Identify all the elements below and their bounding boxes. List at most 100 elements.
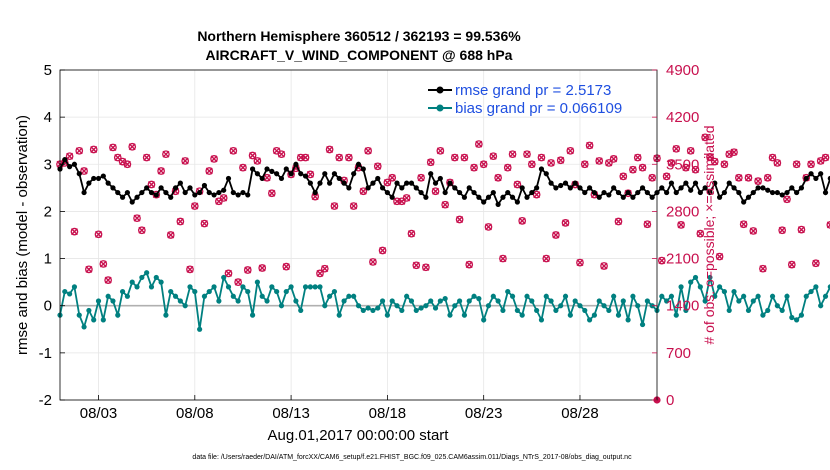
bias-point [803,293,809,299]
rmse-point [245,192,251,198]
bias-point [235,298,241,304]
bias-point [716,284,723,290]
obs-count-point [763,173,772,182]
obs-count-point [142,153,151,162]
bias-point [697,284,703,290]
rmse-point [95,175,102,182]
bias-point [351,293,357,299]
bias-point [197,326,203,332]
y-right-tick-label: 1400 [666,298,699,315]
obs-count-point [181,157,190,165]
bias-point [745,307,752,314]
rmse-point [283,166,289,172]
rmse-point [760,185,766,191]
bias-point [163,312,169,318]
bias-point [659,293,665,299]
bias-point [341,298,347,304]
obs-count-point [345,153,353,162]
bias-point [485,303,492,309]
rmse-point [124,189,131,196]
bias-point [254,279,260,285]
rmse-point [158,185,164,191]
rmse-point [192,192,198,198]
obs-count-point [759,264,767,273]
rmse-point [144,185,150,191]
rmse-point [741,199,747,205]
rmse-point [495,201,501,207]
bias-point [505,288,511,295]
bias-point [172,293,179,299]
rmse-point [543,171,549,177]
rmse-point [476,194,482,200]
x-tick-label: 08/13 [272,405,310,422]
rmse-point [240,189,246,196]
rmse-point [673,189,679,196]
bias-point [635,303,641,309]
bias-point [91,317,97,323]
y-tick-label: 3 [44,156,52,173]
obs-count-point [667,159,676,167]
rmse-point [442,189,448,196]
obs-count-point [739,220,748,229]
bias-point [822,293,829,299]
y-right-tick-label: 4200 [666,109,699,126]
rmse-point [360,166,366,172]
obs-count-point [513,180,522,189]
obs-count-point [662,172,671,181]
rmse-point [399,185,405,191]
bias-point [519,312,525,318]
bias-point [331,288,338,295]
rmse-point [428,171,434,177]
rmse-point [346,185,352,191]
obs-count-point [479,160,488,169]
legend-bias-label: bias grand pr = 0.066109 [455,100,622,117]
y-axis-label: rmse and bias (model - observation) [14,115,31,355]
rmse-point [365,185,371,191]
rmse-point [413,185,419,191]
rmse-point [389,194,395,200]
rmse-point [712,180,718,186]
obs-count-point [417,173,425,182]
bias-point [476,296,482,302]
obs-count-point [277,150,286,159]
rmse-point [688,187,694,193]
obs-count-point [267,189,276,198]
y-axis-right-label: # of obs: o=possible; ×=assimilated [701,125,717,344]
obs-count-point [677,221,685,229]
obs-count-point [537,153,546,162]
y-axis-right: 0 700 1400 2100 2800 3500 4200 4900 [652,62,699,409]
rmse-point [692,180,699,186]
obs-count-point [749,227,758,235]
rmse-point [134,194,140,200]
rmse-point [168,194,174,200]
rmse-point [264,166,270,172]
x-axis: 08/03 08/08 08/13 08/18 08/23 08/28 [80,395,599,422]
y-right-tick-label: 0 [666,392,674,409]
bias-point [794,317,800,323]
rmse-point [567,185,573,191]
bias-point [375,305,381,311]
obs-count-point [455,215,464,224]
rmse-point [485,194,492,200]
rmse-point [534,185,540,191]
rmse-point [774,189,780,196]
rmse-point [423,194,429,200]
bias-point [76,312,82,318]
bias-point [447,312,453,318]
rmse-point [302,173,309,179]
obs-count-point [243,266,252,274]
obs-count-point [426,158,435,167]
rmse-point [341,180,347,186]
bias-point [553,307,559,314]
obs-count-point [123,160,132,169]
rmse-point [254,171,260,177]
bias-point [134,284,140,290]
obs-count-point [576,258,584,267]
bias-point [683,307,689,314]
obs-count-point [580,160,589,169]
bias-point [129,279,135,285]
rmse-point [558,182,564,189]
rmse-point [461,194,468,200]
rmse-point [769,189,776,196]
rmse-point [471,189,477,196]
